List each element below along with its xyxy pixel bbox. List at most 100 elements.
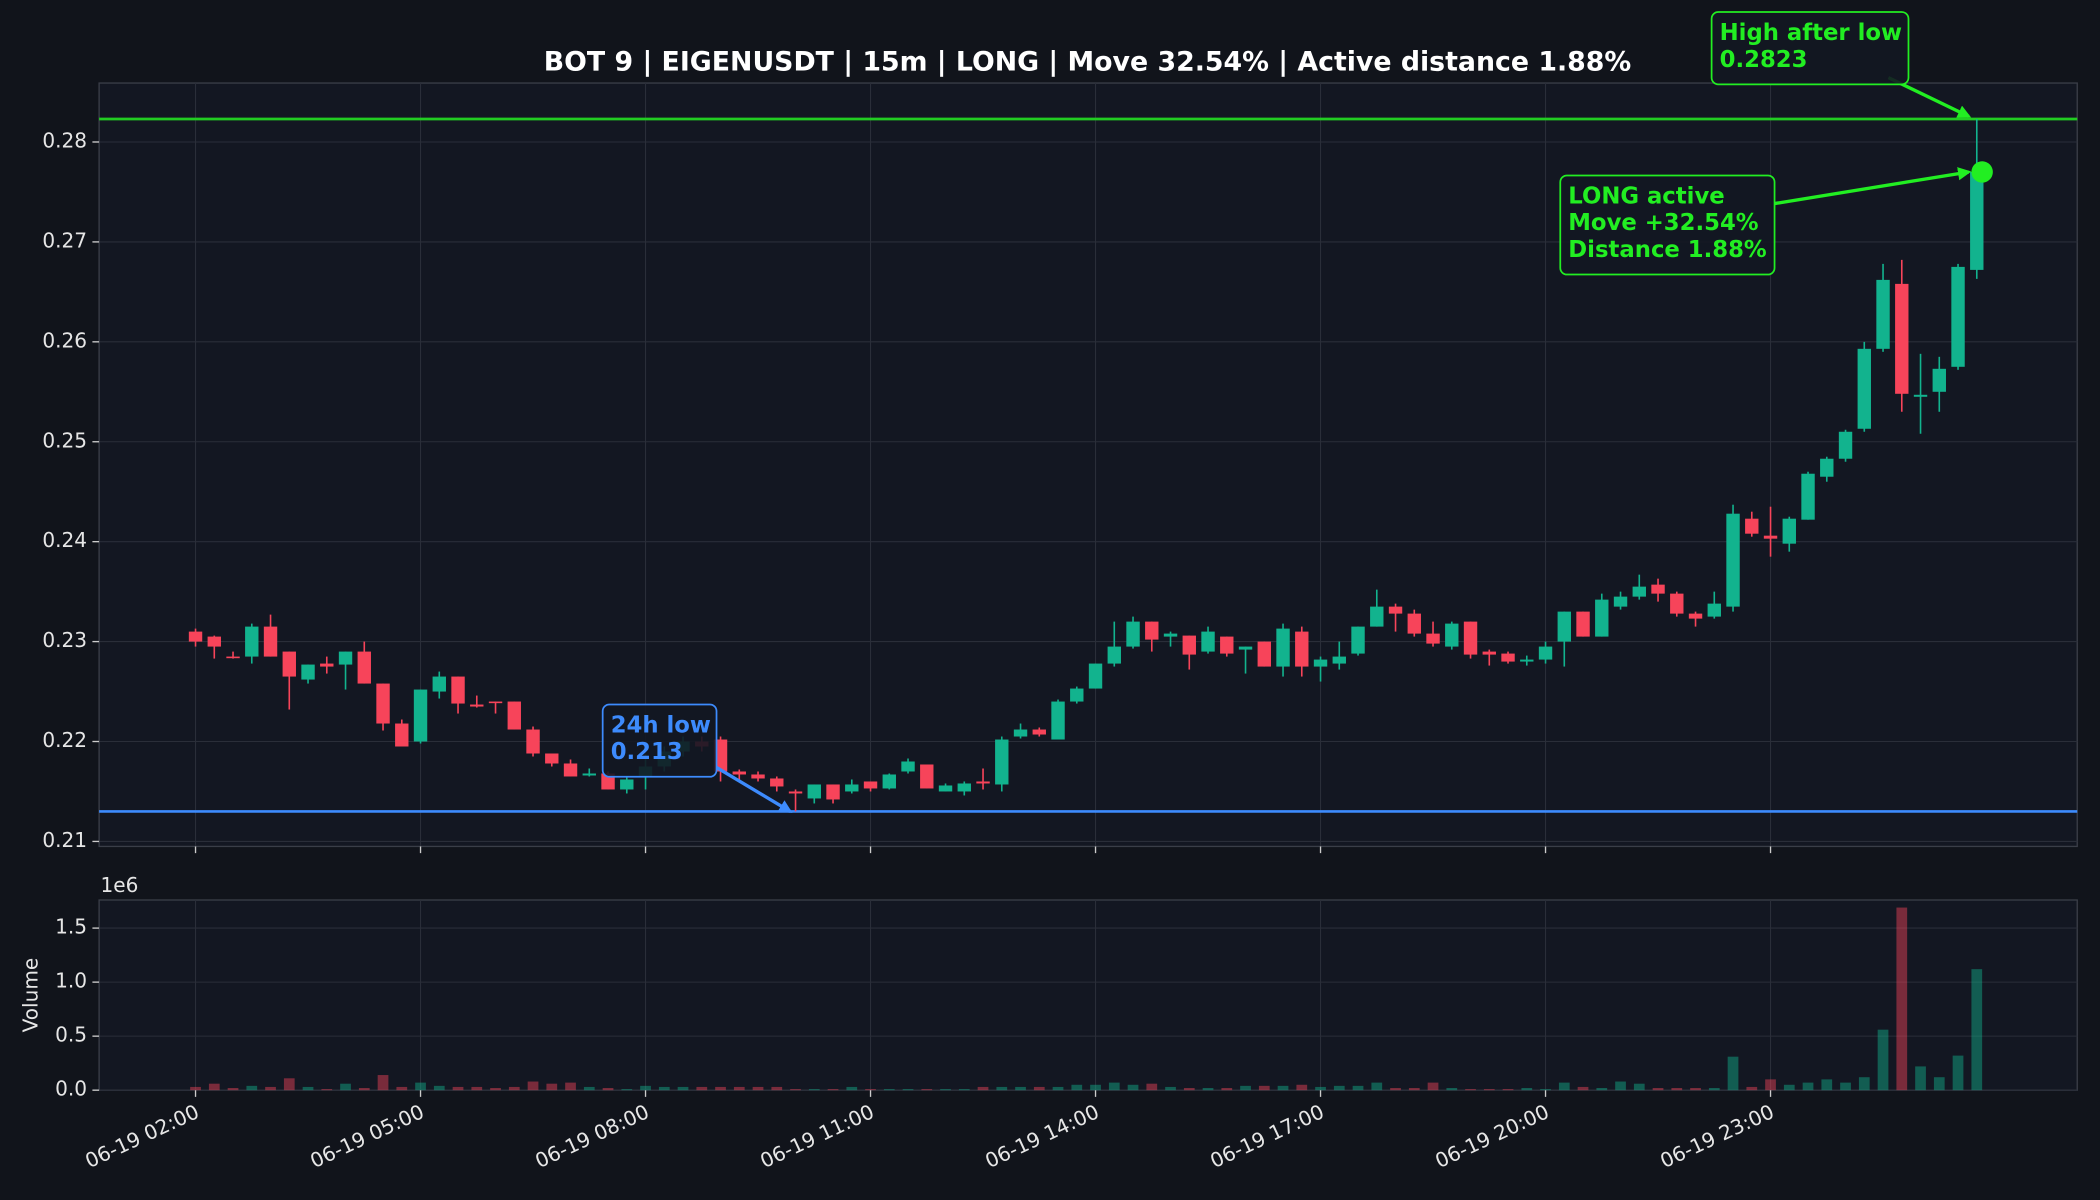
volume-bar — [1221, 1088, 1233, 1091]
candle-body — [845, 784, 859, 792]
volume-bar — [658, 1086, 670, 1091]
annotation-text: 24h low — [611, 712, 711, 738]
volume-bar — [1633, 1083, 1645, 1091]
volume-bar — [1933, 1077, 1945, 1091]
volume-bar — [1765, 1079, 1776, 1091]
volume-bar — [1558, 1082, 1570, 1091]
volume-panel — [98, 899, 2078, 1091]
volume-bar — [996, 1086, 1008, 1091]
volume-bar — [1183, 1088, 1195, 1091]
candle-body — [507, 701, 521, 730]
candle-body — [1313, 659, 1328, 667]
y-tick-label: 0.24 — [42, 528, 87, 552]
candle-body — [1857, 348, 1871, 429]
candle-body — [1032, 729, 1046, 735]
volume-bar — [1015, 1086, 1026, 1091]
candle-body — [1445, 623, 1459, 647]
candle-body — [545, 753, 559, 764]
annotation-text: 0.213 — [611, 739, 683, 765]
volume-bar — [302, 1086, 314, 1091]
candle-body — [1163, 633, 1178, 637]
volume-bar — [471, 1086, 483, 1091]
volume-bar — [1652, 1088, 1664, 1091]
candle-body — [901, 761, 915, 772]
annotation-box — [1710, 11, 1910, 86]
volume-bar — [227, 1088, 239, 1091]
volume-bar — [340, 1083, 351, 1091]
volume-scale: 1e6 — [100, 873, 138, 897]
volume-bar — [1165, 1086, 1176, 1091]
volume-bar — [1521, 1088, 1533, 1091]
volume-bar — [640, 1085, 651, 1091]
candle-body — [1145, 621, 1159, 640]
candle-body — [526, 729, 540, 754]
volume-bar — [958, 1089, 970, 1091]
volume-bar — [321, 1089, 333, 1091]
volume-bar — [1202, 1088, 1214, 1091]
candle-body — [1257, 641, 1271, 667]
candle-body — [957, 783, 971, 792]
volume-bar — [1971, 969, 1983, 1091]
candle-body — [245, 626, 259, 657]
y-tick-label: 0.25 — [42, 428, 87, 452]
candle-body — [1295, 631, 1309, 667]
candle-body — [263, 626, 278, 657]
annotation-text: Move +32.54% — [1568, 210, 1758, 236]
y-tick-label: 1.5 — [55, 915, 87, 939]
volume-bar — [1690, 1088, 1701, 1091]
candle-body — [226, 656, 240, 659]
candle-body — [320, 663, 334, 667]
volume-bar — [490, 1088, 501, 1091]
candle-body — [1913, 394, 1928, 397]
candle-body — [282, 651, 296, 677]
volume-bar — [396, 1086, 408, 1091]
candle-body — [1501, 653, 1515, 662]
annotation-arrow — [1774, 167, 1972, 206]
candle-body — [1688, 613, 1703, 619]
volume-bar — [1465, 1089, 1476, 1091]
candle-body — [1070, 688, 1084, 702]
volume-bar — [1952, 1055, 1964, 1091]
volume-bar — [827, 1089, 839, 1091]
volume-bar — [733, 1086, 745, 1091]
candle-body — [376, 683, 390, 724]
y-tick-label: 0.26 — [42, 328, 87, 352]
candle-body — [1951, 266, 1965, 367]
volume-bar — [283, 1078, 295, 1091]
candle-body — [1876, 279, 1890, 349]
candle-body — [1182, 635, 1196, 655]
volume-bar — [452, 1086, 464, 1091]
candle-body — [1970, 171, 1984, 270]
volume-bar — [508, 1086, 520, 1091]
signal-dot — [1971, 161, 1993, 183]
volume-bar — [190, 1086, 201, 1091]
candle-body — [788, 791, 803, 794]
volume-bar — [621, 1089, 633, 1091]
candle-body — [1895, 283, 1909, 394]
candle-body — [1576, 611, 1590, 637]
candle-body — [488, 701, 503, 704]
volume-bar — [1746, 1086, 1758, 1091]
volume-bar — [1033, 1086, 1045, 1091]
candle-body — [470, 704, 484, 707]
y-tick-label: 0.5 — [55, 1023, 87, 1047]
candle-body — [1726, 513, 1740, 607]
annotation-text: Distance 1.88% — [1568, 237, 1767, 263]
volume-bar — [1896, 907, 1908, 1091]
candle-body — [301, 664, 315, 680]
annotation-text: LONG active — [1568, 183, 1724, 209]
candle-body — [1013, 729, 1028, 737]
candle-body — [1088, 663, 1103, 689]
volume-bar — [1052, 1086, 1064, 1091]
volume-bar — [1577, 1086, 1589, 1091]
chart-title: BOT 9 | EIGENUSDT | 15m | LONG | Move 32… — [544, 46, 1631, 77]
volume-bar — [415, 1082, 426, 1091]
candle-body — [1632, 586, 1646, 597]
volume-bar — [715, 1086, 726, 1091]
volume-bar — [246, 1085, 258, 1091]
candle-body — [882, 774, 896, 789]
volume-bar — [1483, 1089, 1495, 1091]
volume-bar — [1877, 1029, 1889, 1091]
